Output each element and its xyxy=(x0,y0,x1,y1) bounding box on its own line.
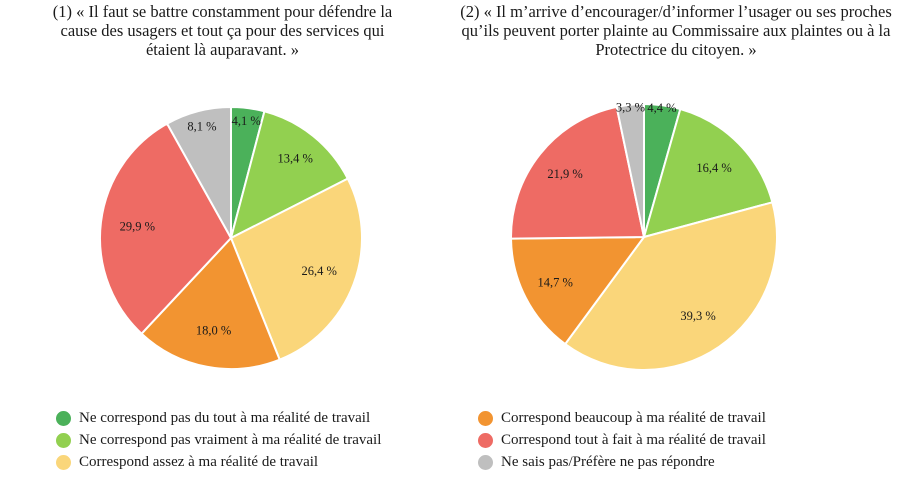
slice-label: 39,3 % xyxy=(680,309,715,323)
legend-swatch-grey xyxy=(478,454,493,470)
slice-label: 4,4 % xyxy=(647,101,676,115)
slice-label: 29,9 % xyxy=(120,220,155,234)
legend-label: Ne sais pas/Préfère ne pas répondre xyxy=(501,453,715,470)
legend-item: Ne sais pas/Préfère ne pas répondre xyxy=(478,451,766,473)
legend-left: Ne correspond pas du tout à ma réalité d… xyxy=(56,407,381,473)
legend-item: Correspond tout à fait à ma réalité de t… xyxy=(478,429,766,451)
slice-label: 26,4 % xyxy=(302,264,337,278)
legend-swatch-lightgreen xyxy=(56,432,71,448)
legend-right: Correspond beaucoup à ma réalité de trav… xyxy=(478,407,766,473)
pie-slice xyxy=(229,177,363,361)
pie-slice xyxy=(509,235,646,346)
slice-label: 18,0 % xyxy=(196,324,231,338)
pie-slice xyxy=(140,236,281,370)
legend-item: Ne correspond pas du tout à ma réalité d… xyxy=(56,407,381,429)
slice-label: 3,3 % xyxy=(616,100,645,114)
legend-label: Ne correspond pas du tout à ma réalité d… xyxy=(79,409,371,426)
legend-swatch-red xyxy=(478,432,493,448)
pie-slice xyxy=(510,105,646,240)
legend-swatch-yellow xyxy=(56,454,71,470)
chart-1-title: (1) « Il faut se battre constamment pour… xyxy=(52,2,393,59)
legend-label: Ne correspond pas vraiment à ma réalité … xyxy=(79,431,382,448)
slice-label: 4,1 % xyxy=(232,114,261,128)
legend-swatch-orange xyxy=(478,410,493,426)
legend-item: Correspond assez à ma réalité de travail xyxy=(56,451,381,473)
pie-slice xyxy=(99,122,233,336)
slice-label: 8,1 % xyxy=(187,119,216,133)
legend-swatch-green xyxy=(56,410,71,426)
pie-slice xyxy=(165,105,232,242)
pie-slice xyxy=(642,107,774,239)
slice-label: 13,4 % xyxy=(277,152,312,166)
legend-item: Correspond beaucoup à ma réalité de trav… xyxy=(478,407,766,429)
pie-slice xyxy=(615,102,645,238)
pie-slice xyxy=(229,110,350,240)
chart-2-title: (2) « Il m’arrive d’encourager/d’informe… xyxy=(460,2,892,59)
legend-label: Correspond tout à fait à ma réalité de t… xyxy=(501,431,766,448)
slice-label: 14,7 % xyxy=(538,276,573,290)
legend-label: Correspond assez à ma réalité de travail xyxy=(79,453,319,470)
pie-slice xyxy=(563,201,778,371)
legend-item: Ne correspond pas vraiment à ma réalité … xyxy=(56,429,381,451)
slice-label: 16,4 % xyxy=(696,161,731,175)
legend-label: Correspond beaucoup à ma réalité de trav… xyxy=(501,409,766,426)
slice-label: 21,9 % xyxy=(547,167,582,181)
